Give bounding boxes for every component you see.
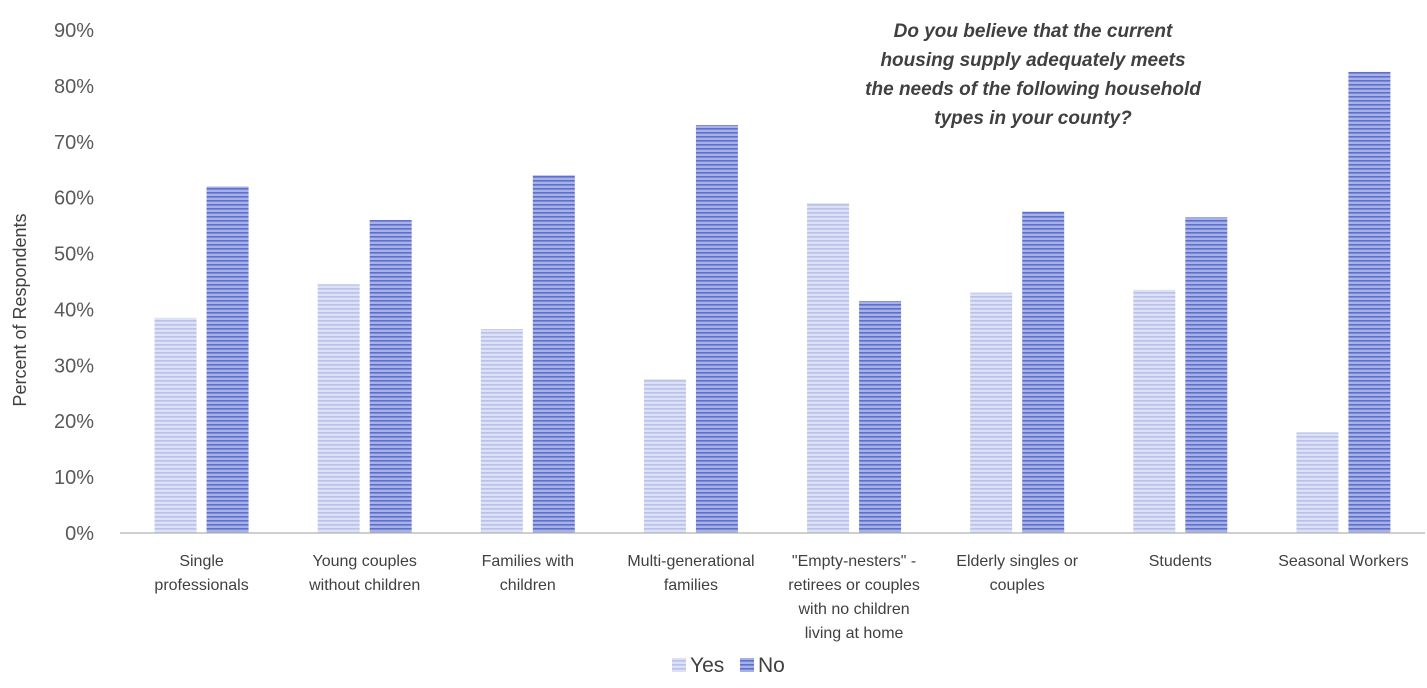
category-label: couples [990, 577, 1045, 594]
chart-title: Do you believe that the current housing s… [865, 21, 1201, 129]
y-tick-label: 70% [54, 132, 94, 154]
legend-label-no: No [758, 654, 785, 677]
chart-title-line: housing supply adequately meets [880, 50, 1185, 71]
bar-yes-5 [970, 292, 1013, 533]
y-tick-label: 0% [65, 523, 94, 545]
legend-swatch-no [740, 658, 754, 672]
category-label: children [500, 577, 556, 594]
legend-label-yes: Yes [690, 654, 724, 677]
y-axis-label: Percent of Respondents [10, 213, 30, 406]
y-tick-label: 20% [54, 411, 94, 433]
legend: Yes No [672, 654, 785, 677]
legend-swatch-yes [672, 658, 686, 672]
bar-yes-4 [807, 203, 850, 533]
category-label: Elderly singles or [956, 553, 1079, 570]
category-label: with no children [797, 601, 909, 618]
y-tick-label: 60% [54, 188, 94, 210]
y-tick-label: 40% [54, 299, 94, 321]
bar-yes-2 [480, 329, 523, 533]
y-tick-label: 80% [54, 76, 94, 98]
category-label: families [664, 577, 718, 594]
bar-no-1 [369, 220, 412, 533]
category-labels: Single professionals Young couples without … [154, 553, 1408, 642]
category-label: Seasonal Workers [1278, 553, 1408, 570]
bar-no-7 [1348, 71, 1391, 534]
chart-title-line: Do you believe that the current [894, 21, 1173, 42]
bar-yes-6 [1133, 289, 1176, 533]
category-label: Single [179, 553, 224, 570]
y-tick-label: 50% [54, 244, 94, 266]
bar-yes-7 [1296, 432, 1339, 533]
bar-no-2 [532, 175, 575, 534]
bar-no-5 [1022, 211, 1065, 533]
category-label: professionals [154, 577, 248, 594]
y-axis-ticks: 0% 10% 20% 30% 40% 50% 60% 70% 80% 90% [54, 20, 94, 545]
bar-yes-0 [154, 317, 197, 533]
category-label: Families with [482, 553, 574, 570]
category-label: retirees or couples [788, 577, 920, 594]
category-label: Multi-generational [627, 553, 754, 570]
category-label: Young couples [312, 553, 416, 570]
bars [154, 71, 1391, 534]
bar-yes-3 [643, 379, 686, 533]
y-tick-label: 30% [54, 355, 94, 377]
bar-no-3 [695, 125, 738, 533]
bar-yes-1 [317, 284, 360, 533]
bar-no-6 [1185, 217, 1228, 533]
y-tick-label: 10% [54, 467, 94, 489]
bar-no-4 [859, 301, 902, 533]
category-label: living at home [805, 625, 904, 642]
category-label: without children [308, 577, 420, 594]
chart-title-line: types in your county? [934, 108, 1132, 129]
category-label: Students [1149, 553, 1212, 570]
chart-title-line: the needs of the following household [865, 79, 1201, 100]
bar-no-0 [206, 186, 249, 533]
y-tick-label: 90% [54, 20, 94, 42]
category-label: "Empty-nesters" - [792, 553, 916, 570]
